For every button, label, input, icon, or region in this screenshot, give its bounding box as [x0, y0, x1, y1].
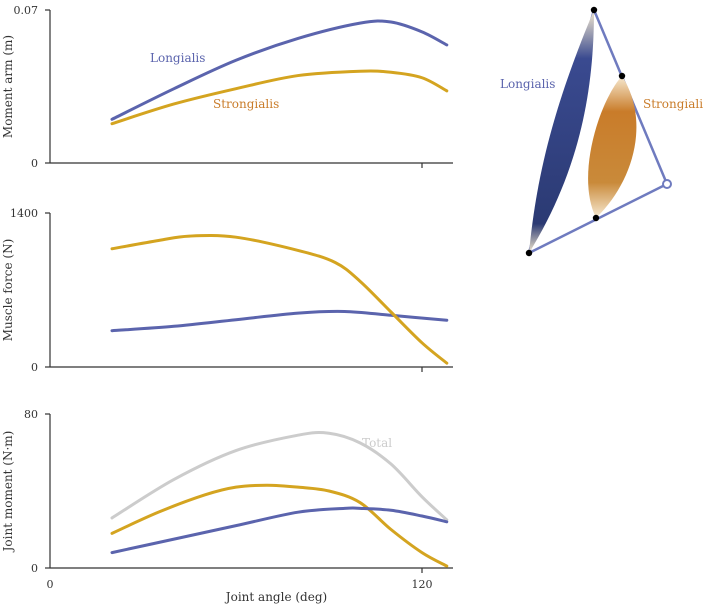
y-tick-label: 0 [31, 157, 38, 170]
series-line-longialis [110, 506, 449, 555]
longialis-muscle [529, 10, 594, 253]
y-axis-title: Joint moment (N·m) [1, 431, 15, 554]
series-line-longialis [110, 309, 449, 333]
series-line-strongialis [110, 483, 449, 568]
chart-panel-1: 0 0.07 Moment arm (m) Longialis Strongialis [1, 4, 453, 170]
chart-panel-2: 0 1400 Muscle force (N) [1, 207, 453, 374]
x-tick-label: 120 [412, 578, 433, 591]
series-label-longialis: Longialis [150, 51, 205, 65]
series-label-total: Total [362, 436, 392, 450]
x-tick-label: 0 [47, 578, 54, 591]
series-line-total [110, 431, 449, 522]
y-tick-label: 0.07 [14, 4, 39, 17]
y-tick-label: 80 [24, 408, 38, 421]
attachment-point [590, 6, 598, 14]
chart-panel-3: 0 80 0 120 Joint moment (N·m) Joint angle (de… [1, 408, 453, 604]
y-axis-title: Moment arm (m) [1, 35, 15, 138]
strongialis-muscle [588, 76, 637, 218]
attachment-point [592, 214, 600, 222]
series-line-longialis [110, 19, 449, 121]
y-tick-label: 1400 [10, 207, 38, 220]
series-line-strongialis [110, 69, 449, 126]
series-label-strongialis: Strongialis [213, 97, 279, 111]
schematic-label-strongialis: Strongialis [643, 97, 703, 111]
y-axis-title: Muscle force (N) [1, 239, 15, 342]
attachment-point [525, 249, 533, 257]
y-tick-label: 0 [31, 361, 38, 374]
attachment-point [618, 72, 626, 80]
joint-pivot [662, 179, 672, 189]
muscle-schematic: Longialis Strongialis [500, 6, 703, 257]
x-axis-title: Joint angle (deg) [224, 590, 327, 604]
schematic-label-longialis: Longialis [500, 77, 555, 91]
series-line-strongialis [110, 234, 449, 365]
y-tick-label: 0 [31, 562, 38, 575]
